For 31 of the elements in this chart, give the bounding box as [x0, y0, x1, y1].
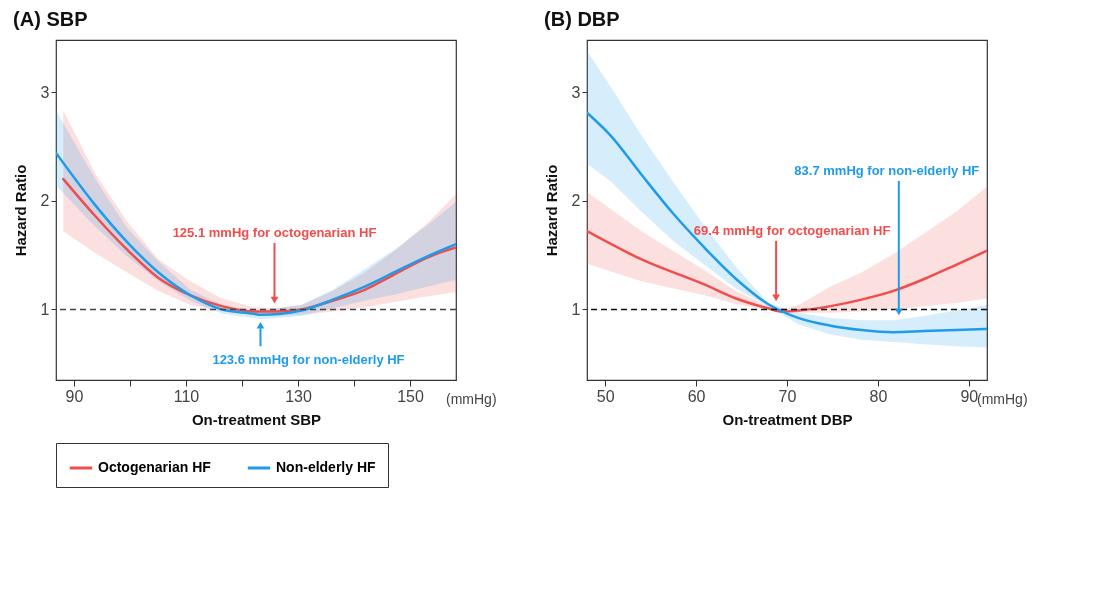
x-tick-label: 130: [285, 387, 312, 405]
line-series: [56, 151, 456, 317]
x-axis-title: On-treatment DBP: [722, 410, 853, 428]
legend-label: Non-elderly HF: [276, 459, 377, 475]
y-axis-title: Hazard Ratio: [11, 164, 29, 257]
x-tick-label: 60: [687, 387, 706, 405]
x-tick-label: 70: [778, 387, 797, 405]
y-axis-title: Hazard Ratio: [542, 164, 560, 257]
x-tick-label: 50: [596, 387, 615, 405]
text: (mmHg): [446, 391, 497, 407]
x-tick-label: 90: [65, 387, 84, 405]
y-tick-label: 3: [40, 83, 50, 101]
x-tick-label: 150: [397, 387, 425, 405]
x-tick-label: 90: [960, 387, 979, 405]
y-tick-label: 2: [40, 192, 50, 210]
y-tick-label: 2: [571, 192, 581, 210]
x-tick-label: 110: [173, 387, 200, 405]
annotation: 125.1 mmHg for octogenarian HF: [172, 225, 377, 241]
chart-title: (B) DBP: [544, 8, 620, 30]
annotation: 123.6 mmHg for non-elderly HF: [212, 352, 405, 368]
text: (mmHg): [977, 391, 1028, 407]
y-tick-label: 1: [571, 300, 581, 318]
chart-title: (A) SBP: [13, 8, 88, 30]
y-tick-label: 1: [40, 300, 50, 318]
x-axis-title: On-treatment SBP: [191, 410, 322, 428]
y-tick-label: 3: [571, 83, 581, 101]
annotation: 69.4 mmHg for octogenarian HF: [693, 222, 891, 238]
legend-label: Octogenarian HF: [98, 459, 212, 475]
line-series: [587, 111, 987, 334]
annotation: 83.7 mmHg for non-elderly HF: [794, 163, 980, 178]
x-tick-label: 80: [869, 387, 888, 405]
